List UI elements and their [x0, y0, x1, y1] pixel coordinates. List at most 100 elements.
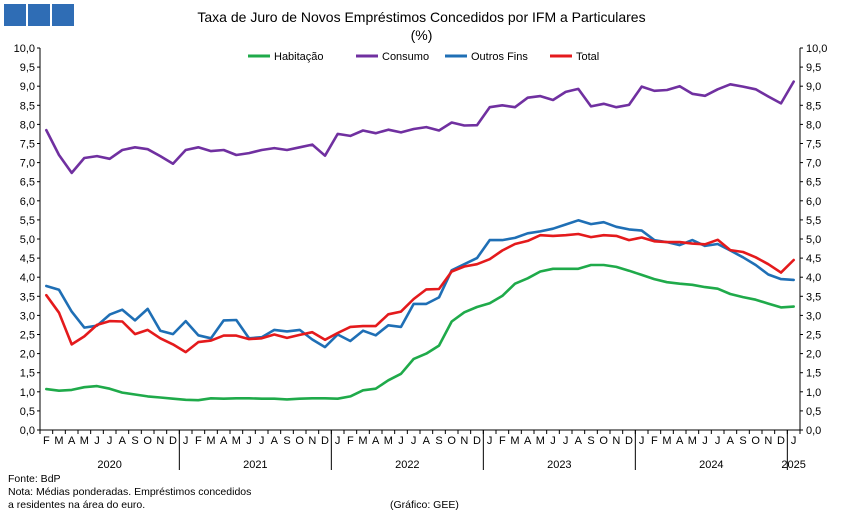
y-tick-label-right: 0,5 — [806, 406, 821, 418]
y-tick-label-left: 3,0 — [20, 310, 35, 322]
x-month-label: O — [295, 435, 304, 447]
legend-label: Total — [576, 51, 599, 63]
series-line-consumo — [44, 80, 796, 175]
x-month-label: M — [80, 435, 89, 447]
y-tick-label-right: 0,0 — [806, 425, 821, 437]
x-month-label: O — [599, 435, 608, 447]
x-month-label: J — [246, 435, 252, 447]
logo-block-2 — [28, 4, 50, 26]
x-month-label: D — [777, 435, 785, 447]
chart-credit: (Gráfico: GEE) — [390, 499, 459, 511]
x-month-label: F — [43, 435, 50, 447]
x-year-label: 2025 — [781, 459, 805, 471]
x-month-label: J — [94, 435, 100, 447]
x-month-label: A — [676, 435, 684, 447]
note-line-1: Nota: Médias ponderadas. Empréstimos con… — [8, 486, 252, 498]
y-tick-label-right: 10,0 — [806, 43, 827, 55]
x-month-label: M — [536, 435, 545, 447]
y-tick-label-left: 1,0 — [20, 387, 35, 399]
y-tick-label-left: 6,5 — [20, 177, 35, 189]
x-month-label: O — [143, 435, 152, 447]
x-month-label: J — [487, 435, 493, 447]
y-tick-label-right: 2,5 — [806, 330, 821, 342]
series-line-total — [44, 232, 796, 354]
x-year-label: 2021 — [243, 459, 267, 471]
x-month-label: J — [107, 435, 113, 447]
gee-logo — [4, 4, 74, 26]
y-tick-label-left: 9,0 — [20, 81, 35, 93]
x-year-label: 2024 — [699, 459, 723, 471]
x-month-label: S — [587, 435, 594, 447]
x-month-label: A — [68, 435, 76, 447]
x-month-label: N — [612, 435, 620, 447]
y-tick-label-right: 8,0 — [806, 119, 821, 131]
y-tick-label-left: 2,0 — [20, 349, 35, 361]
x-month-label: J — [791, 435, 797, 447]
x-month-label: O — [751, 435, 760, 447]
legend-label: Habitação — [274, 51, 324, 63]
y-tick-label-right: 4,0 — [806, 272, 821, 284]
x-month-label: M — [54, 435, 63, 447]
x-month-label: J — [563, 435, 569, 447]
x-month-label: J — [715, 435, 721, 447]
y-tick-label-right: 6,5 — [806, 177, 821, 189]
x-month-label: F — [347, 435, 354, 447]
y-tick-label-left: 3,5 — [20, 291, 35, 303]
x-month-label: M — [384, 435, 393, 447]
y-tick-label-left: 4,0 — [20, 272, 35, 284]
y-tick-label-right: 2,0 — [806, 349, 821, 361]
legend-label: Consumo — [382, 51, 429, 63]
y-tick-label-right: 7,5 — [806, 139, 821, 151]
y-tick-label-left: 8,5 — [20, 100, 35, 112]
x-month-label: M — [662, 435, 671, 447]
x-month-label: A — [372, 435, 380, 447]
x-month-label: S — [131, 435, 138, 447]
x-month-label: S — [739, 435, 746, 447]
x-month-label: N — [460, 435, 468, 447]
y-tick-label-left: 1,5 — [20, 368, 35, 380]
y-tick-label-left: 5,0 — [20, 234, 35, 246]
x-month-label: M — [232, 435, 241, 447]
x-month-label: A — [220, 435, 228, 447]
x-month-label: J — [702, 435, 708, 447]
x-month-label: F — [651, 435, 658, 447]
y-tick-label-right: 8,5 — [806, 100, 821, 112]
y-tick-label-left: 6,0 — [20, 196, 35, 208]
y-tick-label-left: 2,5 — [20, 330, 35, 342]
x-month-label: J — [639, 435, 645, 447]
x-year-label: 2020 — [97, 459, 121, 471]
x-month-label: D — [169, 435, 177, 447]
chart-subtitle: (%) — [410, 27, 433, 43]
y-tick-label-left: 4,5 — [20, 253, 35, 265]
y-tick-label-left: 9,5 — [20, 62, 35, 74]
y-tick-label-left: 8,0 — [20, 119, 35, 131]
x-month-label: A — [524, 435, 532, 447]
y-tick-label-right: 3,0 — [806, 310, 821, 322]
x-month-label: A — [119, 435, 127, 447]
x-month-label: J — [259, 435, 265, 447]
logo-block-3 — [52, 4, 74, 26]
x-month-label: F — [499, 435, 506, 447]
y-tick-label-left: 7,0 — [20, 158, 35, 170]
x-month-label: N — [764, 435, 772, 447]
x-month-label: J — [411, 435, 417, 447]
y-tick-label-right: 4,5 — [806, 253, 821, 265]
x-month-label: D — [625, 435, 633, 447]
x-month-label: A — [575, 435, 583, 447]
note-line-2: a residentes na área do euro. — [8, 499, 146, 511]
x-month-label: O — [447, 435, 456, 447]
x-month-label: A — [271, 435, 279, 447]
chart-title-block: Taxa de Juro de Novos Empréstimos Conced… — [0, 8, 843, 44]
x-month-label: S — [283, 435, 290, 447]
y-tick-label-left: 10,0 — [14, 43, 35, 55]
x-month-label: M — [510, 435, 519, 447]
x-month-label: N — [156, 435, 164, 447]
x-month-label: F — [195, 435, 202, 447]
x-month-label: J — [335, 435, 341, 447]
y-tick-label-right: 3,5 — [806, 291, 821, 303]
y-tick-label-right: 5,0 — [806, 234, 821, 246]
legend-label: Outros Fins — [471, 51, 528, 63]
y-tick-label-right: 7,0 — [806, 158, 821, 170]
y-tick-label-right: 9,5 — [806, 62, 821, 74]
